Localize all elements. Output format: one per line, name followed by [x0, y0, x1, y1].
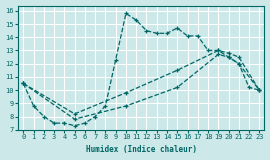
X-axis label: Humidex (Indice chaleur): Humidex (Indice chaleur) [86, 145, 197, 154]
